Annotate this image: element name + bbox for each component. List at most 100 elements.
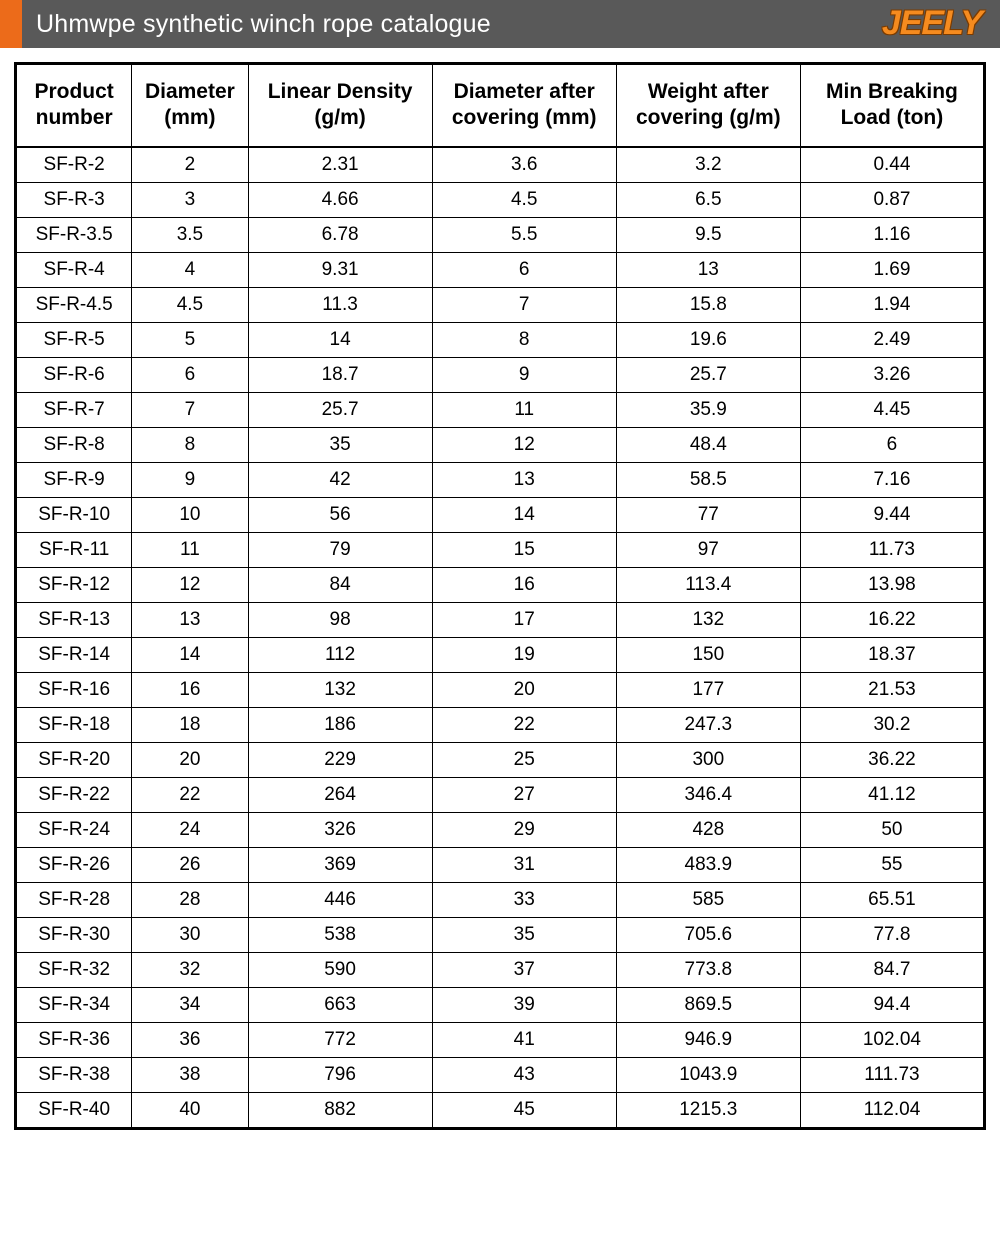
table-cell: 590 bbox=[248, 952, 432, 987]
table-cell: 29 bbox=[432, 812, 616, 847]
table-cell: 3.6 bbox=[432, 147, 616, 183]
table-cell: SF-R-12 bbox=[16, 567, 132, 602]
table-cell: 30.2 bbox=[800, 707, 984, 742]
table-cell: 11.3 bbox=[248, 287, 432, 322]
table-row: SF-R-111179159711.73 bbox=[16, 532, 985, 567]
table-cell: 4.66 bbox=[248, 182, 432, 217]
table-row: SF-R-5514819.62.49 bbox=[16, 322, 985, 357]
col-diameter-cover: Diameter after covering (mm) bbox=[432, 64, 616, 147]
table-row: SF-R-303053835705.677.8 bbox=[16, 917, 985, 952]
table-cell: 16 bbox=[132, 672, 248, 707]
table-row: SF-R-3.53.56.785.59.51.16 bbox=[16, 217, 985, 252]
table-cell: SF-R-24 bbox=[16, 812, 132, 847]
table-cell: 15.8 bbox=[616, 287, 800, 322]
table-cell: 21.53 bbox=[800, 672, 984, 707]
table-cell: 20 bbox=[432, 672, 616, 707]
table-cell: 663 bbox=[248, 987, 432, 1022]
table-cell: 1.69 bbox=[800, 252, 984, 287]
table-row: SF-R-222226427346.441.12 bbox=[16, 777, 985, 812]
table-cell: 19 bbox=[432, 637, 616, 672]
table-cell: 6 bbox=[800, 427, 984, 462]
table-cell: 13 bbox=[132, 602, 248, 637]
col-linear-density: Linear Density (g/m) bbox=[248, 64, 432, 147]
table-cell: 30 bbox=[132, 917, 248, 952]
table-cell: 41 bbox=[432, 1022, 616, 1057]
table-cell: 11.73 bbox=[800, 532, 984, 567]
table-cell: 48.4 bbox=[616, 427, 800, 462]
table-cell: 56 bbox=[248, 497, 432, 532]
table-cell: 102.04 bbox=[800, 1022, 984, 1057]
table-cell: 18.37 bbox=[800, 637, 984, 672]
table-cell: 5 bbox=[132, 322, 248, 357]
table-cell: SF-R-16 bbox=[16, 672, 132, 707]
table-row: SF-R-363677241946.9102.04 bbox=[16, 1022, 985, 1057]
table-row: SF-R-334.664.56.50.87 bbox=[16, 182, 985, 217]
table-cell: 13 bbox=[616, 252, 800, 287]
table-cell: 25.7 bbox=[616, 357, 800, 392]
table-row: SF-R-99421358.57.16 bbox=[16, 462, 985, 497]
table-cell: 132 bbox=[616, 602, 800, 637]
table-cell: 1.94 bbox=[800, 287, 984, 322]
col-min-break-load: Min Breaking Load (ton) bbox=[800, 64, 984, 147]
table-cell: 5.5 bbox=[432, 217, 616, 252]
table-cell: SF-R-28 bbox=[16, 882, 132, 917]
table-cell: SF-R-2 bbox=[16, 147, 132, 183]
table-cell: 45 bbox=[432, 1092, 616, 1128]
table-cell: 6.78 bbox=[248, 217, 432, 252]
table-row: SF-R-449.316131.69 bbox=[16, 252, 985, 287]
table-cell: 97 bbox=[616, 532, 800, 567]
table-cell: 247.3 bbox=[616, 707, 800, 742]
table-cell: 3.5 bbox=[132, 217, 248, 252]
table-cell: SF-R-8 bbox=[16, 427, 132, 462]
table-cell: 1215.3 bbox=[616, 1092, 800, 1128]
table-cell: 14 bbox=[432, 497, 616, 532]
table-cell: 3.26 bbox=[800, 357, 984, 392]
table-cell: SF-R-6 bbox=[16, 357, 132, 392]
table-cell: 18 bbox=[132, 707, 248, 742]
table-cell: 43 bbox=[432, 1057, 616, 1092]
table-cell: 9.5 bbox=[616, 217, 800, 252]
table-cell: 27 bbox=[432, 777, 616, 812]
spec-table: Product number Diameter (mm) Linear Dens… bbox=[14, 62, 986, 1130]
table-cell: 2.31 bbox=[248, 147, 432, 183]
table-cell: 33 bbox=[432, 882, 616, 917]
table-row: SF-R-6618.7925.73.26 bbox=[16, 357, 985, 392]
table-cell: SF-R-9 bbox=[16, 462, 132, 497]
table-cell: 4.5 bbox=[432, 182, 616, 217]
table-cell: 39 bbox=[432, 987, 616, 1022]
table-cell: 369 bbox=[248, 847, 432, 882]
table-cell: 84 bbox=[248, 567, 432, 602]
table-row: SF-R-88351248.46 bbox=[16, 427, 985, 462]
table-cell: 22 bbox=[132, 777, 248, 812]
table-cell: 11 bbox=[432, 392, 616, 427]
table-cell: 3.2 bbox=[616, 147, 800, 183]
table-cell: 113.4 bbox=[616, 567, 800, 602]
table-cell: 24 bbox=[132, 812, 248, 847]
table-cell: 3 bbox=[132, 182, 248, 217]
table-row: SF-R-3838796431043.9111.73 bbox=[16, 1057, 985, 1092]
table-cell: 0.44 bbox=[800, 147, 984, 183]
table-row: SF-R-20202292530036.22 bbox=[16, 742, 985, 777]
table-cell: SF-R-4.5 bbox=[16, 287, 132, 322]
table-cell: 796 bbox=[248, 1057, 432, 1092]
table-cell: 42 bbox=[248, 462, 432, 497]
table-cell: 65.51 bbox=[800, 882, 984, 917]
table-cell: SF-R-5 bbox=[16, 322, 132, 357]
table-cell: SF-R-7 bbox=[16, 392, 132, 427]
table-row: SF-R-343466339869.594.4 bbox=[16, 987, 985, 1022]
table-cell: 150 bbox=[616, 637, 800, 672]
table-cell: 31 bbox=[432, 847, 616, 882]
table-cell: 0.87 bbox=[800, 182, 984, 217]
table-container: Product number Diameter (mm) Linear Dens… bbox=[0, 48, 1000, 1148]
table-cell: SF-R-32 bbox=[16, 952, 132, 987]
table-row: SF-R-7725.71135.94.45 bbox=[16, 392, 985, 427]
table-cell: 773.8 bbox=[616, 952, 800, 987]
table-cell: 94.4 bbox=[800, 987, 984, 1022]
table-cell: SF-R-38 bbox=[16, 1057, 132, 1092]
table-cell: SF-R-3 bbox=[16, 182, 132, 217]
table-cell: SF-R-13 bbox=[16, 602, 132, 637]
table-cell: 41.12 bbox=[800, 777, 984, 812]
table-cell: 15 bbox=[432, 532, 616, 567]
table-header-row: Product number Diameter (mm) Linear Dens… bbox=[16, 64, 985, 147]
table-cell: 14 bbox=[248, 322, 432, 357]
